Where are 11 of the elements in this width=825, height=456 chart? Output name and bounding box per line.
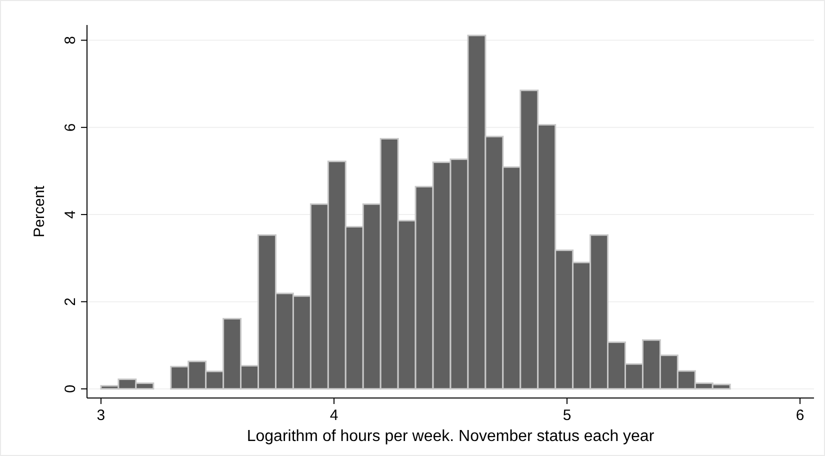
- x-tick-label: 5: [562, 407, 572, 424]
- x-tick-label: 6: [796, 407, 804, 424]
- y-axis-title: Percent: [31, 184, 48, 238]
- y-tick-label: 6: [62, 123, 79, 132]
- y-tick-label: 8: [62, 36, 79, 44]
- y-tick-label: 0: [62, 384, 79, 394]
- y-tick-label: 2: [62, 298, 79, 306]
- x-axis-title: Logarithm of hours per week. November status each year: [246, 428, 655, 445]
- x-tick-label: 4: [330, 407, 338, 424]
- x-tick-label: 3: [96, 407, 106, 424]
- y-tick-label: 4: [62, 210, 79, 219]
